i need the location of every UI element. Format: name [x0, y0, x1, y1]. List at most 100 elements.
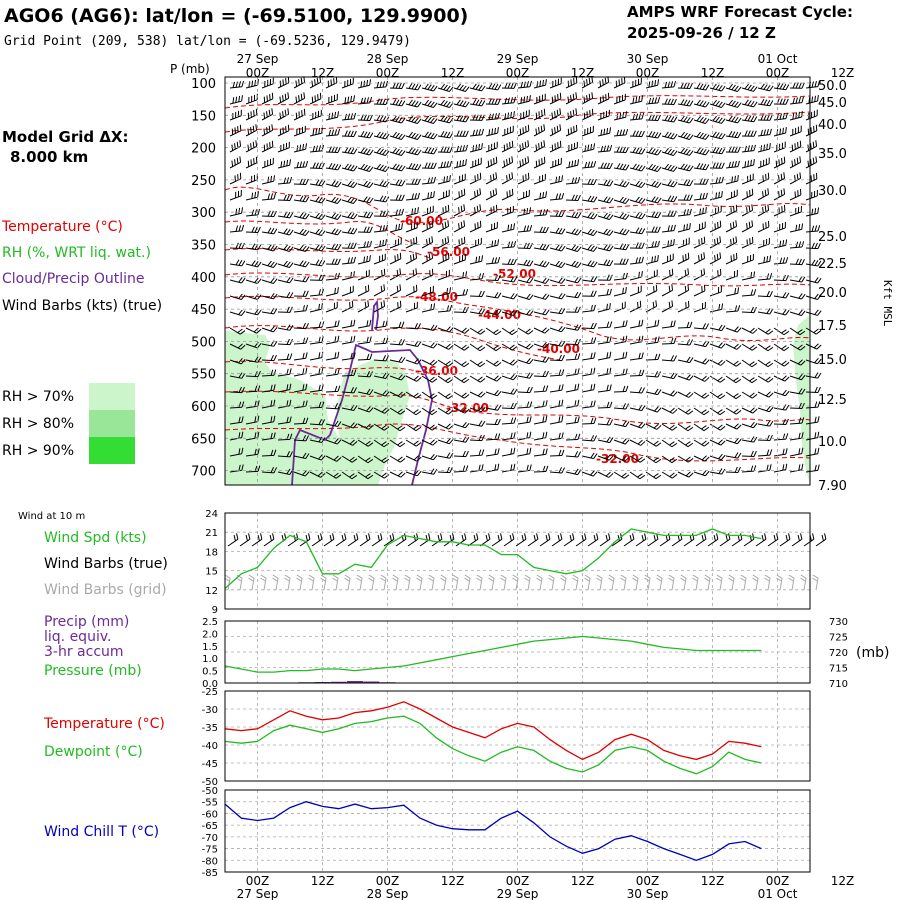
barb-staff — [311, 538, 323, 547]
wind-barb — [645, 196, 662, 204]
barb-flag — [603, 196, 608, 202]
wind-barb — [389, 321, 405, 329]
barb-flag — [622, 287, 624, 294]
barb-flag — [257, 385, 261, 392]
barb-flag — [513, 276, 518, 283]
barb-flag — [317, 471, 323, 477]
barb-flag — [427, 192, 430, 199]
barb-flag — [433, 176, 436, 183]
barb-flag — [750, 289, 754, 296]
barb-flag — [588, 77, 591, 84]
barb-flag — [716, 533, 719, 540]
wind-barb — [565, 306, 581, 313]
barb-flag — [442, 223, 444, 230]
barb-flag — [286, 261, 291, 267]
barb-flag — [654, 353, 658, 360]
barb-flag — [792, 113, 795, 120]
barb-flag — [430, 342, 435, 348]
barb-flag — [811, 242, 815, 249]
wind-barb — [549, 415, 564, 425]
wind-barb — [293, 125, 306, 137]
wind-barb — [453, 115, 470, 123]
wind-barb — [661, 180, 678, 188]
wind-barb — [620, 574, 627, 591]
barb-flag — [575, 108, 578, 115]
wind-barb — [485, 375, 502, 382]
barb-flag — [334, 287, 336, 294]
wind-barb — [741, 188, 754, 201]
time-tick-label: 00Z — [506, 66, 530, 80]
barb-flag — [494, 127, 496, 134]
wind-barb — [581, 337, 597, 345]
barb-staff — [693, 471, 706, 477]
barb-flag — [807, 160, 810, 167]
barb-flag — [625, 164, 630, 171]
barb-flag — [256, 328, 262, 334]
wind-barb — [677, 163, 694, 172]
barb-flag — [251, 80, 254, 87]
wind-barb — [693, 375, 710, 382]
barb-flag — [497, 309, 502, 316]
windchill-label: Wind Chill T (°C) — [44, 824, 159, 840]
barb-flag — [251, 209, 255, 216]
barb-flag — [718, 191, 720, 198]
legend-temperature: Temperature (°C) — [1, 219, 123, 235]
wind-barb — [357, 180, 374, 188]
barb-flag — [491, 83, 496, 90]
wind-barb — [323, 533, 335, 547]
barb-flag — [525, 343, 531, 349]
barb-flag — [433, 133, 438, 140]
barb-staff — [677, 258, 690, 265]
barb-flag — [283, 194, 287, 201]
barb-staff — [261, 389, 274, 393]
barb-flag — [766, 84, 771, 91]
barb-flag — [801, 432, 804, 439]
barb-flag — [238, 386, 242, 393]
barb-staff — [517, 279, 530, 284]
barb-staff — [357, 471, 369, 480]
barb-flag — [260, 577, 266, 582]
wind-barb — [661, 355, 678, 362]
wind-barb — [549, 354, 565, 362]
barb-flag — [635, 96, 638, 103]
barb-flag — [702, 323, 707, 329]
wind-barb — [773, 98, 789, 105]
barb-staff — [647, 578, 651, 591]
barb-flag — [272, 533, 275, 540]
barb-flag — [734, 85, 739, 91]
barb-staff — [479, 578, 483, 591]
wind-barb — [341, 285, 354, 297]
barb-staff — [725, 471, 739, 474]
barb-flag — [401, 357, 406, 363]
barb-flag — [622, 243, 627, 250]
barb-flag — [270, 449, 274, 456]
barb-flag — [798, 224, 801, 231]
barb-flag — [452, 574, 459, 579]
barb-flag — [456, 145, 460, 152]
wind-barb — [501, 205, 514, 217]
barb-flag — [736, 410, 742, 415]
wind-barb — [661, 390, 678, 397]
barb-staff — [389, 167, 402, 172]
barb-flag — [350, 387, 355, 393]
barb-flag — [779, 240, 782, 247]
barb-flag — [545, 370, 549, 377]
wind-barb — [293, 143, 307, 153]
barb-flag — [814, 357, 819, 364]
barb-flag — [684, 269, 687, 276]
barb-flag — [385, 133, 390, 140]
barb-flag — [751, 378, 758, 384]
barb-staff — [229, 311, 242, 316]
barb-flag — [785, 274, 789, 281]
barb-flag — [429, 439, 435, 445]
barb-flag — [525, 328, 531, 334]
barb-flag — [785, 404, 790, 411]
barb-flag — [558, 416, 561, 423]
barb-flag — [416, 359, 422, 365]
barb-flag — [398, 194, 402, 201]
barb-flag — [558, 432, 561, 439]
wind-barb — [469, 157, 482, 169]
barb-flag — [747, 84, 752, 91]
barb-flag — [785, 84, 790, 91]
